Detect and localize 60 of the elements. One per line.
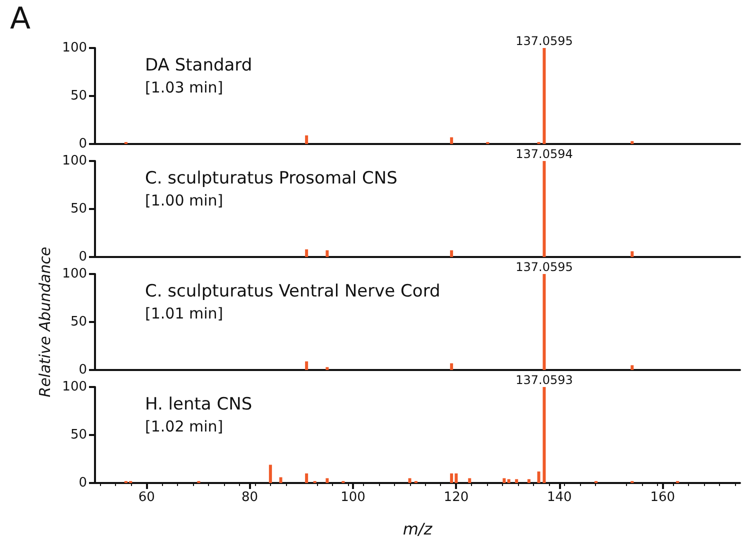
bar (542, 48, 546, 144)
y-tick-label: 0 (78, 476, 87, 490)
bar (305, 473, 308, 483)
bar (502, 478, 506, 483)
bar (268, 464, 272, 483)
y-axis-title: Relative Abundance (35, 246, 55, 400)
text: C. sculpturatus Ventral Nerve Cord (145, 282, 440, 302)
bar (305, 249, 308, 257)
bar (542, 274, 546, 370)
text: [1.02 min] (145, 418, 224, 436)
text: [1.03 min] (145, 78, 224, 96)
y-tick-label: 100 (62, 40, 87, 56)
bar (305, 361, 308, 370)
text: [1.01 min] (145, 304, 224, 322)
bar (450, 363, 454, 370)
bar (537, 471, 540, 483)
x-axis-title: m/z (402, 520, 433, 538)
x-tick-label: 60 (138, 490, 155, 505)
bar (468, 478, 472, 483)
y-tick-label: 100 (62, 266, 87, 282)
y-tick-label: 0 (78, 250, 87, 264)
bar (450, 137, 454, 144)
y-tick-label: 50 (70, 428, 87, 442)
bar (326, 250, 329, 257)
bar (450, 473, 454, 483)
x-tick-label: 120 (444, 490, 469, 505)
y-tick-label: 50 (70, 314, 87, 330)
bar (542, 387, 546, 483)
bar (305, 135, 308, 144)
y-tick-label: 0 (78, 362, 87, 378)
bar (630, 365, 634, 370)
x-tick-label: 140 (546, 490, 572, 505)
bar (542, 161, 546, 257)
y-tick-label: 100 (62, 154, 87, 168)
bar (527, 479, 530, 483)
text: [1.00 min] (145, 192, 224, 210)
text: C. sculpturatus Prosomal CNS (145, 168, 398, 188)
x-tick-label: 80 (242, 490, 258, 505)
bar (326, 478, 329, 483)
bar (408, 478, 412, 483)
y-tick-label: 100 (62, 380, 87, 394)
bar (507, 479, 510, 483)
annotation: 137.0594 (516, 147, 573, 161)
y-tick-label: 0 (78, 136, 87, 152)
annotation: 137.0593 (516, 373, 573, 387)
text: A (10, 2, 31, 36)
text: H. lenta CNS (145, 394, 252, 414)
bar (326, 367, 329, 370)
bar (630, 251, 634, 257)
bar (279, 477, 282, 483)
text: DA Standard (145, 56, 252, 76)
y-tick-label: 50 (70, 202, 87, 216)
annotation: 137.0595 (516, 34, 573, 48)
y-tick-label: 50 (70, 88, 87, 104)
bar (630, 141, 634, 144)
x-tick-label: 100 (340, 490, 366, 505)
x-tick-label: 160 (650, 490, 676, 505)
bar (515, 479, 518, 483)
annotation: 137.0595 (516, 260, 573, 274)
bar (450, 250, 454, 257)
